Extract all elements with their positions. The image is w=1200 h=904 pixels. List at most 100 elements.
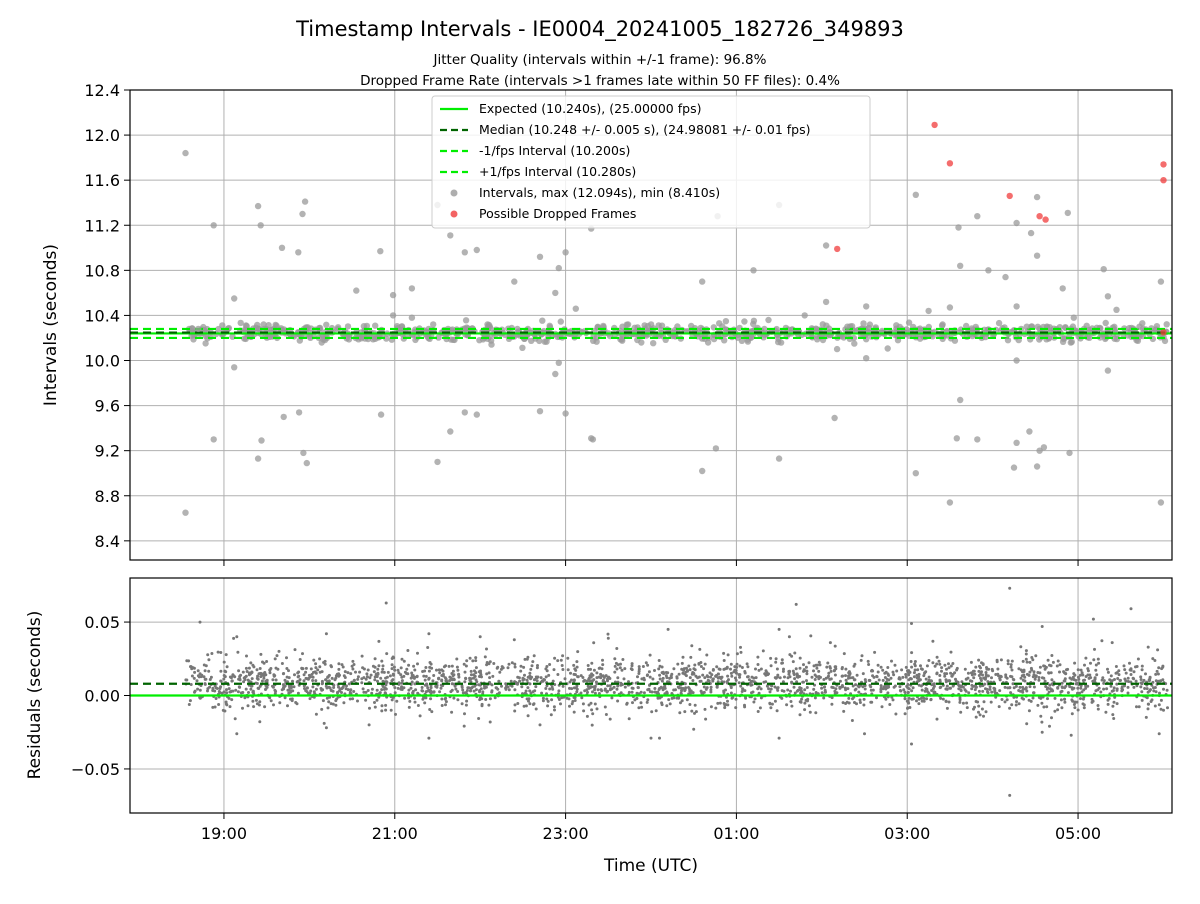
data-point [812,669,815,673]
data-point [575,684,579,688]
data-point [557,318,564,325]
data-point [587,703,591,707]
data-point [830,702,834,706]
data-point [1044,665,1048,669]
data-point [237,669,241,673]
data-point [352,690,356,693]
data-point [423,678,427,682]
data-point [1157,278,1165,285]
data-point [1089,661,1092,665]
data-point [886,691,890,695]
data-point [682,668,685,672]
data-point [555,359,562,366]
data-point [847,701,851,705]
data-point [362,676,366,680]
data-point [460,684,464,688]
data-point [485,663,489,667]
data-point [847,696,851,700]
data-point [1157,703,1161,707]
data-point [801,680,805,684]
data-point [803,701,807,705]
data-point [1123,677,1127,681]
data-point [255,676,259,680]
data-point [289,690,292,694]
data-point [977,704,981,708]
data-point [1023,679,1027,683]
data-point [241,691,245,694]
data-point [395,699,399,703]
data-point [986,674,990,678]
data-point [754,676,758,680]
data-point [668,702,672,706]
data-point [287,669,290,673]
data-point [258,720,262,724]
data-point [863,687,867,691]
data-point [944,680,948,684]
data-point [235,732,239,736]
data-point [1033,677,1037,681]
data-point [658,673,662,677]
data-point [907,678,911,682]
data-point [980,670,983,674]
data-point [546,699,550,703]
data-point [544,667,548,671]
data-point [1036,447,1043,454]
data-point [572,663,576,667]
dropped-frame-point [1036,213,1043,220]
y-tick-label: 12.0 [84,126,120,145]
data-point [757,691,761,695]
data-point [834,665,838,669]
data-point [754,667,757,671]
data-point [431,679,435,683]
data-point [993,688,997,692]
data-point [1029,666,1033,670]
data-point [354,670,357,674]
data-point [826,661,830,665]
data-point [1076,668,1080,672]
data-point [1063,677,1067,681]
data-point [642,691,646,695]
data-point [443,676,447,680]
data-point [377,639,381,643]
data-point [822,696,826,700]
data-point [814,336,821,343]
data-point [525,678,529,682]
data-point [884,345,891,352]
data-point [287,688,291,692]
data-point [1013,357,1020,364]
data-point [620,683,624,686]
data-point [892,685,896,689]
data-point [712,445,720,452]
data-point [573,699,577,702]
residuals-y-axis-label: Residuals (seconds) [25,611,45,780]
data-point [842,709,846,713]
data-point [1155,669,1159,673]
data-point [809,634,813,638]
data-point [780,696,784,700]
data-point [443,697,447,701]
data-point [512,638,516,642]
data-point [789,700,793,703]
data-point [469,689,473,693]
data-point [523,691,527,695]
data-point [1115,688,1119,692]
data-point [959,689,963,693]
data-point [787,670,791,673]
data-point [360,654,364,658]
data-point [559,702,562,706]
data-point [224,700,228,704]
data-point [919,664,922,668]
data-point [855,673,859,677]
data-point [725,665,729,669]
data-point [356,699,359,703]
legend-marker-dropped [450,210,458,218]
data-point [979,679,983,682]
data-point [968,325,975,332]
data-point [541,696,545,700]
data-point [732,670,736,674]
data-point [511,278,518,285]
data-point [974,715,978,719]
data-point [1101,676,1105,680]
data-point [765,684,769,688]
data-point [879,665,883,669]
